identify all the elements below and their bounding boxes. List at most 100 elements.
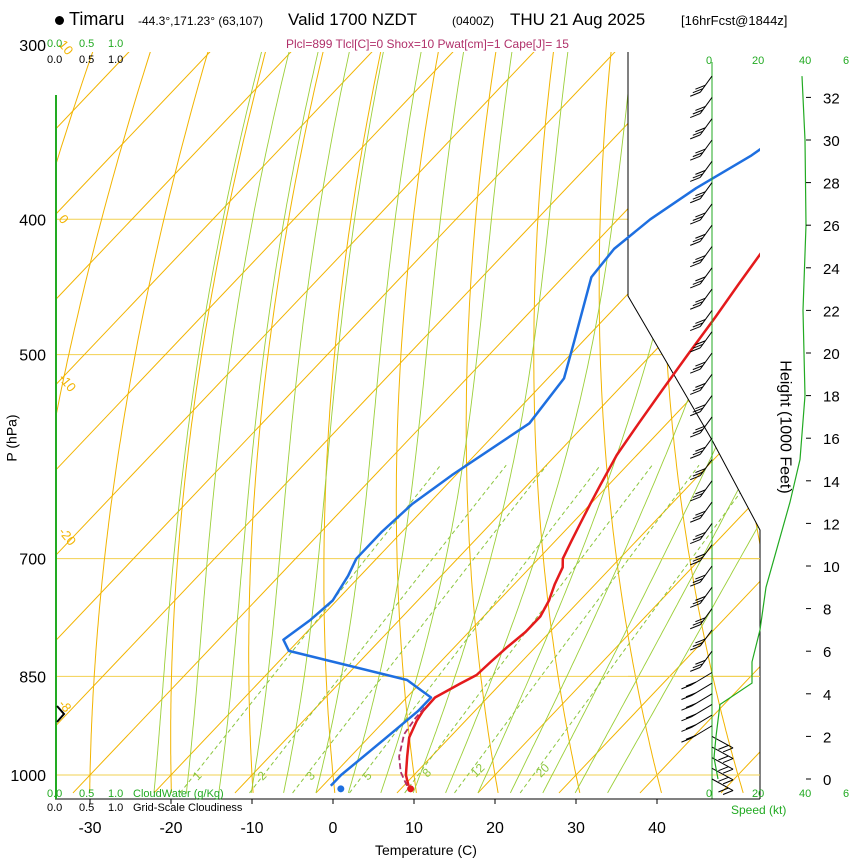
- plot-mask: [628, 52, 850, 799]
- wind-barb: [681, 725, 713, 743]
- height-axis-title: Height (1000 Feet): [776, 360, 794, 494]
- isotherm-line: [55, 52, 454, 472]
- speed-curve: [713, 76, 807, 780]
- isotherm-line: [396, 410, 760, 794]
- wind-barb: [690, 565, 713, 587]
- pressure-tick-label: 700: [19, 552, 46, 569]
- moist-adiabat: [509, 180, 760, 794]
- surface-temperature-marker: [407, 785, 415, 793]
- x-axis-title: Temperature (C): [375, 842, 477, 858]
- x-tick-label: 40: [648, 820, 666, 837]
- cloud-marker-icon: [56, 705, 66, 723]
- wind-barb: [690, 203, 713, 225]
- pressure-tick-label: 850: [19, 669, 46, 686]
- mixing-ratio-label: 8: [420, 765, 435, 780]
- isotherm-label: -20: [56, 524, 80, 548]
- sounding-profiles: [282, 147, 760, 793]
- isotherm-line: [477, 495, 760, 794]
- wind-barb: [690, 267, 713, 289]
- x-tick-label: -20: [159, 820, 182, 837]
- height-tick-label: 0: [823, 772, 831, 789]
- wind-barb: [711, 778, 734, 795]
- mixing-ratio-line: [454, 464, 700, 794]
- moist-adiabat: [250, 52, 350, 793]
- temperature-line: [404, 252, 760, 787]
- utc-time: (0400Z): [452, 14, 495, 28]
- dry-adiabat: [55, 52, 151, 424]
- wind-barb: [690, 75, 713, 97]
- wind-speed-profile: [713, 76, 807, 780]
- forecast-info: [16hrFcst@1844z]: [681, 13, 788, 28]
- wind-barb: [690, 501, 713, 523]
- wind-barb: [690, 352, 713, 374]
- mixing-ratio-line: [404, 464, 653, 794]
- x-tick-label: 10: [405, 820, 423, 837]
- dry-adiabat: [89, 52, 209, 793]
- wind-barb: [690, 310, 713, 332]
- wind-barb: [690, 608, 713, 630]
- mixing-ratio-line: [249, 464, 507, 794]
- wind-barb: [690, 182, 713, 204]
- speed-label: Speed (kt): [731, 803, 787, 817]
- height-tick-label: 6: [823, 644, 831, 661]
- moist-adiabat: [185, 52, 290, 793]
- valid-time: Valid 1700 NZDT: [288, 10, 418, 29]
- moist-adiabat: [315, 52, 422, 794]
- x-tick-label: -30: [78, 820, 101, 837]
- isotherm-line: [55, 52, 130, 131]
- wind-barb: [690, 437, 713, 459]
- dry-adiabat: [533, 52, 581, 794]
- isotherm-line: [55, 52, 616, 643]
- isotherm-line: [55, 52, 535, 557]
- wind-barb: [690, 246, 713, 268]
- isotherm-line: [153, 154, 760, 794]
- parcel-line: [398, 707, 426, 787]
- dry-adiabat: [323, 52, 382, 793]
- pressure-tick-label: 300: [19, 38, 46, 55]
- wind-barb: [681, 672, 713, 690]
- parcel-params: Plcl=899 Tlcl[C]=0 Shox=10 Pwat[cm]=1 Ca…: [286, 37, 569, 51]
- wind-barb: [690, 416, 713, 438]
- wind-barb: [690, 118, 713, 140]
- height-tick-label: 28: [823, 176, 840, 193]
- height-tick-label: 22: [823, 303, 840, 320]
- moist-adiabat: [153, 52, 262, 793]
- isotherm-line: [55, 52, 211, 216]
- mixing-ratio-line: [349, 464, 601, 794]
- wind-barb: [690, 331, 713, 353]
- isotherm-line: [55, 52, 373, 387]
- moist-adiabat: [347, 52, 465, 794]
- wind-barbs: [681, 62, 734, 799]
- moist-adiabat: [574, 446, 760, 794]
- wind-barb: [711, 767, 734, 785]
- moist-adiabat: [445, 52, 634, 794]
- mixing-ratio-line: [179, 464, 441, 794]
- wind-barb: [681, 682, 713, 700]
- height-tick-label: 8: [823, 602, 831, 619]
- moist-adiabat: [283, 52, 384, 793]
- wind-barb: [690, 459, 713, 481]
- wind-barb: [690, 544, 713, 566]
- mixing-ratio-line: [519, 465, 760, 794]
- mixing-ratio-label: 5: [360, 768, 375, 783]
- wind-barb: [690, 587, 713, 608]
- height-tick-label: 14: [823, 474, 840, 491]
- moist-adiabat: [380, 52, 513, 794]
- height-tick-label: 10: [823, 559, 840, 576]
- mixing-ratio-label: 3: [303, 768, 318, 783]
- height-tick-label: 32: [823, 90, 840, 107]
- wind-barb: [690, 395, 713, 417]
- dry-adiabat: [465, 52, 499, 793]
- wind-barb: [690, 629, 713, 651]
- dry-adiabat: [598, 52, 662, 794]
- x-tick-label: 0: [329, 820, 338, 837]
- header-dot-icon: [55, 16, 64, 25]
- isotherm-line: [55, 52, 292, 301]
- x-tick-label: -10: [240, 820, 263, 837]
- axes: 2 5 0 300 400 500 700 850 1000 -30 -20 -10 0 10 20 30 40…: [10, 38, 840, 837]
- x-tick-label: 20: [486, 820, 504, 837]
- wind-barb: [711, 746, 734, 764]
- height-tick-label: 18: [823, 389, 840, 406]
- mixing-ratio-label: 20: [533, 761, 553, 781]
